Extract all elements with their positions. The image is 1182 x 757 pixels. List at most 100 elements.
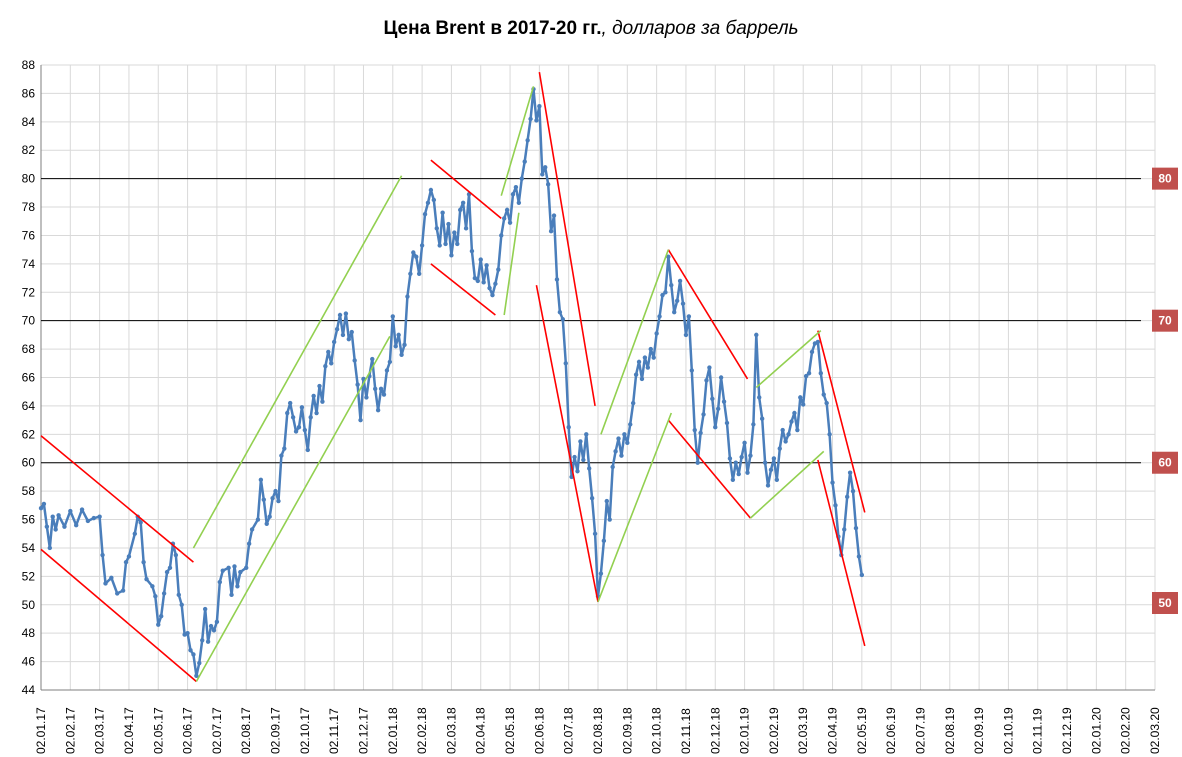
data-point (751, 422, 756, 427)
data-point (194, 673, 199, 678)
data-point (525, 138, 530, 143)
x-tick-label: 02.09.17 (269, 707, 283, 754)
data-point (355, 382, 360, 387)
x-tick-label: 02.06.19 (884, 707, 898, 754)
data-point (818, 371, 823, 376)
data-point (267, 514, 272, 519)
data-point (296, 425, 302, 430)
data-point (378, 386, 384, 392)
data-point (214, 619, 220, 625)
data-point (516, 200, 522, 205)
data-point (686, 314, 692, 319)
data-point (815, 339, 821, 345)
x-tick-label: 02.03.20 (1148, 707, 1162, 754)
y-tick-label: 78 (22, 200, 36, 214)
x-tick-label: 02.10.19 (1001, 707, 1015, 754)
data-point (507, 220, 513, 225)
y-tick-label: 66 (22, 371, 36, 385)
data-point (540, 172, 545, 177)
data-point (833, 503, 838, 508)
data-point (238, 569, 243, 575)
data-point (771, 456, 777, 461)
data-point (856, 554, 862, 559)
trend-line-up (749, 450, 825, 519)
data-point (349, 329, 354, 335)
data-point (411, 250, 416, 255)
data-point (358, 417, 363, 423)
data-point (519, 176, 524, 181)
data-point (308, 415, 313, 420)
data-point (742, 440, 747, 446)
data-point (563, 361, 568, 366)
data-point (481, 280, 486, 285)
trend-line-down (430, 263, 496, 316)
data-point (478, 257, 483, 262)
data-point (730, 477, 736, 482)
data-point (587, 466, 592, 471)
data-point (543, 165, 548, 170)
data-point (340, 332, 346, 338)
data-point (47, 545, 52, 551)
data-point (100, 552, 105, 558)
data-point (62, 524, 67, 529)
data-point (299, 405, 305, 410)
data-point (56, 513, 61, 518)
data-point (798, 395, 803, 400)
data-point (197, 660, 202, 666)
data-point (176, 592, 181, 598)
x-tick-label: 02.05.19 (855, 707, 869, 754)
y-tick-label: 56 (22, 513, 36, 527)
y-tick-label: 88 (22, 58, 36, 72)
data-point (469, 248, 475, 254)
trend-line-down (667, 419, 752, 519)
data-point (581, 457, 586, 463)
data-point (683, 332, 689, 338)
data-point (384, 368, 390, 373)
data-point (244, 565, 249, 571)
x-tick-label: 02.02.20 (1119, 707, 1133, 754)
data-point (200, 638, 205, 643)
y-tick-label: 68 (22, 342, 36, 356)
data-point (850, 488, 856, 494)
data-point (847, 470, 853, 475)
data-point (806, 371, 812, 376)
data-point (651, 355, 656, 360)
data-point (601, 538, 607, 544)
data-point (496, 267, 501, 272)
data-point (302, 427, 308, 433)
data-point (205, 639, 211, 644)
data-point (144, 577, 149, 582)
data-point (68, 508, 73, 514)
data-point (202, 606, 208, 612)
data-point (405, 294, 410, 299)
x-tick-label: 02.05.17 (151, 707, 165, 754)
data-point (41, 501, 47, 507)
data-point (232, 564, 237, 569)
trend-line-down (667, 249, 749, 380)
data-point (713, 425, 718, 430)
data-point (598, 571, 604, 576)
data-point (783, 439, 788, 444)
data-point (314, 410, 319, 416)
data-point (381, 392, 387, 397)
data-point (663, 290, 668, 295)
data-point (710, 396, 715, 402)
data-point (115, 591, 120, 596)
data-point (208, 623, 214, 629)
y-tick-label: 52 (22, 569, 36, 583)
data-point (38, 505, 44, 511)
data-point (589, 496, 595, 501)
data-point (768, 467, 774, 473)
data-point (692, 427, 697, 433)
data-point (830, 480, 835, 485)
data-point (610, 464, 615, 470)
y-tick-label: 54 (22, 541, 36, 555)
data-point (346, 336, 352, 342)
trend-line-down (430, 159, 502, 220)
data-point (331, 339, 337, 345)
data-point (504, 207, 510, 213)
data-point (484, 263, 489, 268)
data-point (762, 460, 768, 465)
data-point (229, 592, 234, 598)
data-point (317, 383, 322, 389)
